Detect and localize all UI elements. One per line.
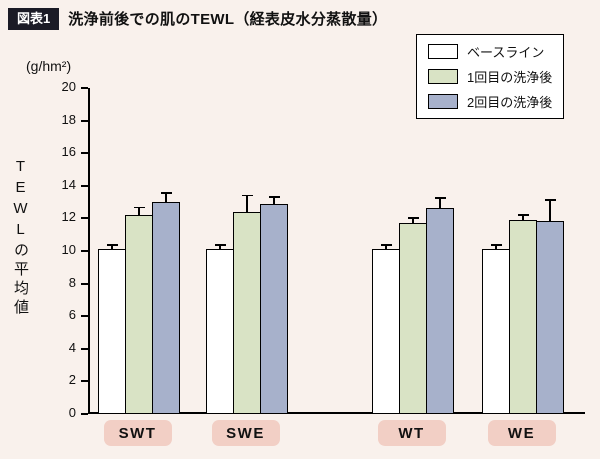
y-axis-tick	[81, 347, 88, 350]
bar-WE-series1	[482, 249, 510, 414]
error-bar-cap-WT-series3	[434, 197, 446, 199]
y-axis-tick-label: 10	[61, 242, 76, 257]
error-bar-cap-WE-series1	[490, 244, 502, 246]
error-bar-WT-series1	[385, 245, 387, 250]
error-bar-SWT-series2	[138, 207, 140, 216]
bar-SWE-series2	[233, 211, 261, 414]
y-axis-tick-label: 20	[61, 79, 76, 94]
error-bar-cap-SWT-series2	[133, 206, 145, 209]
error-bar-cap-SWE-series3	[268, 196, 280, 198]
y-axis-label: TEWLの平均値	[12, 158, 29, 318]
error-bar-cap-SWT-series3	[160, 192, 172, 194]
y-axis-tick-label: 16	[61, 144, 76, 160]
error-bar-WE-series3	[549, 200, 551, 221]
legend: ベースライン 1回目の洗浄後 2回目の洗浄後	[416, 34, 565, 119]
legend-row-3: 2回目の洗浄後	[428, 92, 552, 111]
legend-label-1: ベースライン	[467, 45, 545, 60]
legend-label-2: 1回目の洗浄後	[467, 70, 553, 85]
y-axis-tick-label: 0	[68, 405, 76, 420]
y-axis-tick-label: 2	[68, 372, 76, 388]
error-bar-cap-WE-series2	[517, 214, 529, 216]
x-axis-label-SWE: SWE	[211, 420, 280, 446]
bar-SWT-series3	[152, 202, 180, 414]
y-axis-unit-label: (g/hm²)	[26, 58, 72, 74]
error-bar-SWE-series2	[246, 195, 248, 212]
legend-swatch-2	[428, 69, 458, 84]
error-bar-WT-series3	[439, 198, 441, 208]
error-bar-SWT-series1	[111, 245, 113, 250]
bar-SWE-series3	[260, 203, 288, 414]
bar-WT-series2	[399, 223, 427, 414]
y-axis-tick-label: 8	[68, 274, 76, 290]
x-axis-label-WT: WT	[377, 420, 446, 446]
bar-WE-series3	[536, 220, 564, 414]
y-axis-tick	[81, 282, 88, 285]
error-bar-cap-SWE-series2	[241, 194, 253, 197]
y-axis-tick-label: 4	[68, 339, 76, 355]
y-axis-tick	[81, 87, 88, 89]
y-axis-tick	[81, 119, 88, 122]
figure-header: 図表1 洗浄前後での肌のTEWL（経表皮水分蒸散量）	[8, 8, 387, 30]
y-axis-tick-label: 18	[61, 111, 76, 127]
y-axis-tick	[81, 315, 88, 318]
y-axis-tick-label: 14	[61, 176, 76, 192]
legend-swatch-3	[428, 94, 458, 109]
y-axis-tick	[81, 380, 88, 383]
x-axis-label-WE: WE	[487, 420, 556, 446]
figure-title: 洗浄前後での肌のTEWL（経表皮水分蒸散量）	[68, 11, 388, 29]
error-bar-WE-series2	[522, 215, 524, 220]
bar-SWT-series1	[98, 249, 126, 414]
error-bar-cap-SWT-series1	[106, 244, 118, 246]
legend-swatch-1	[428, 44, 458, 59]
y-axis-tick	[81, 152, 88, 155]
y-axis-tick	[81, 184, 88, 187]
bar-SWE-series1	[206, 249, 234, 414]
plot-area: 0 2 4 6 8 10 12 14 16 18 20	[62, 79, 585, 420]
figure-badge: 図表1	[8, 8, 60, 30]
error-bar-cap-WT-series2	[407, 217, 419, 219]
y-axis-tick-label: 6	[68, 307, 76, 323]
y-axis-tick	[81, 250, 88, 252]
y-axis-tick-label: 12	[61, 209, 76, 225]
bar-WE-series2	[509, 220, 537, 414]
error-bar-WE-series1	[495, 245, 497, 250]
error-bar-cap-WT-series1	[380, 244, 392, 246]
legend-row-1: ベースライン	[428, 42, 552, 61]
bar-SWT-series2	[125, 215, 153, 414]
error-bar-WT-series2	[412, 218, 414, 224]
y-axis-tick	[81, 217, 88, 220]
error-bar-SWE-series3	[273, 197, 275, 204]
x-axis-label-SWT: SWT	[103, 420, 172, 446]
error-bar-cap-WE-series3	[544, 199, 556, 201]
y-axis-tick	[81, 413, 88, 415]
bar-WT-series1	[372, 249, 400, 414]
error-bar-cap-SWE-series1	[214, 244, 226, 246]
error-bar-SWT-series3	[165, 193, 167, 203]
legend-label-3: 2回目の洗浄後	[467, 95, 553, 110]
legend-row-2: 1回目の洗浄後	[428, 67, 552, 86]
error-bar-SWE-series1	[219, 245, 221, 250]
bar-WT-series3	[426, 207, 454, 414]
